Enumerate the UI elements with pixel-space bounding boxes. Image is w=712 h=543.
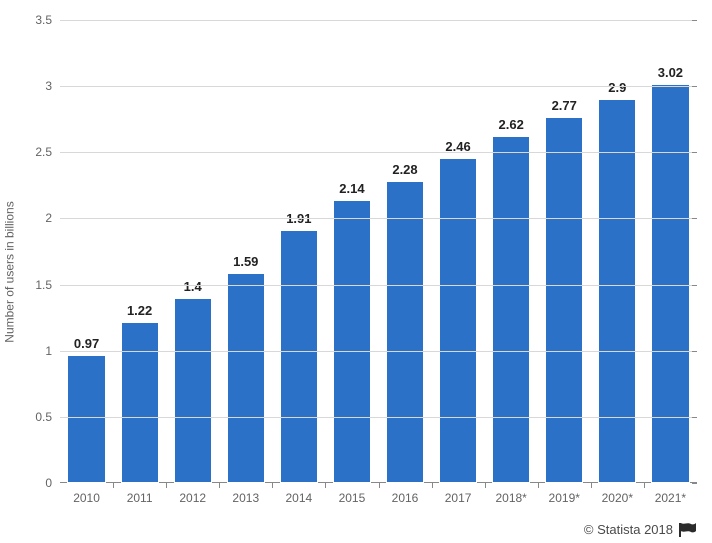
x-tick-mark bbox=[166, 483, 167, 488]
bar bbox=[174, 298, 212, 483]
y-tick-label: 2.5 bbox=[35, 145, 60, 159]
bar bbox=[280, 230, 318, 483]
bar bbox=[67, 355, 105, 483]
x-tick-mark bbox=[591, 483, 592, 488]
x-tick-mark bbox=[644, 483, 645, 488]
x-tick-mark bbox=[538, 483, 539, 488]
x-tick-mark bbox=[485, 483, 486, 488]
bar bbox=[598, 99, 636, 483]
bar bbox=[439, 158, 477, 483]
bar bbox=[227, 273, 265, 483]
x-tick-label: 2019* bbox=[538, 483, 591, 505]
bar-slot: 2.622018* bbox=[485, 20, 538, 483]
y-tick-label: 3 bbox=[45, 79, 60, 93]
bar-value-label: 2.28 bbox=[378, 162, 431, 177]
x-tick-label: 2015 bbox=[325, 483, 378, 505]
bar-slot: 2.462017 bbox=[432, 20, 485, 483]
x-tick-label: 2013 bbox=[219, 483, 272, 505]
y-tick-label: 2 bbox=[45, 211, 60, 225]
y-tick-mark bbox=[692, 285, 697, 286]
y-tick-mark bbox=[692, 351, 697, 352]
bar-value-label: 2.62 bbox=[485, 117, 538, 132]
y-tick-mark bbox=[692, 483, 697, 484]
y-tick-mark bbox=[692, 20, 697, 21]
bar bbox=[386, 181, 424, 483]
bars-group: 0.9720101.2220111.420121.5920131.9120142… bbox=[60, 20, 697, 483]
bar-value-label: 2.77 bbox=[538, 98, 591, 113]
plot-area: 0.9720101.2220111.420121.5920131.9120142… bbox=[60, 20, 697, 483]
y-tick-label: 3.5 bbox=[35, 13, 60, 27]
attribution: © Statista 2018 bbox=[584, 522, 697, 537]
y-tick-mark bbox=[692, 417, 697, 418]
bar-slot: 2.282016 bbox=[378, 20, 431, 483]
x-tick-label: 2021* bbox=[644, 483, 697, 505]
x-tick-label: 2020* bbox=[591, 483, 644, 505]
bar bbox=[545, 117, 583, 483]
chart-container: Number of users in billions 0.9720101.22… bbox=[0, 0, 712, 543]
y-tick-mark bbox=[692, 152, 697, 153]
bar-value-label: 2.14 bbox=[325, 181, 378, 196]
x-tick-mark bbox=[379, 483, 380, 488]
bar-slot: 3.022021* bbox=[644, 20, 697, 483]
x-tick-label: 2010 bbox=[60, 483, 113, 505]
y-axis-title: Number of users in billions bbox=[0, 0, 20, 543]
x-tick-mark bbox=[113, 483, 114, 488]
x-tick-mark bbox=[432, 483, 433, 488]
flag-icon bbox=[679, 523, 697, 537]
y-tick-label: 1 bbox=[45, 344, 60, 358]
y-tick-label: 0 bbox=[45, 476, 60, 490]
y-tick-mark bbox=[692, 86, 697, 87]
bar-value-label: 1.91 bbox=[272, 211, 325, 226]
y-tick-label: 0.5 bbox=[35, 410, 60, 424]
bar-value-label: 1.4 bbox=[166, 279, 219, 294]
x-tick-label: 2018* bbox=[485, 483, 538, 505]
x-tick-mark bbox=[219, 483, 220, 488]
x-tick-label: 2016 bbox=[378, 483, 431, 505]
y-tick-mark bbox=[692, 218, 697, 219]
bar-value-label: 1.59 bbox=[219, 254, 272, 269]
bar-slot: 2.142015 bbox=[325, 20, 378, 483]
bar-value-label: 0.97 bbox=[60, 336, 113, 351]
x-tick-label: 2011 bbox=[113, 483, 166, 505]
bar-value-label: 2.9 bbox=[591, 80, 644, 95]
attribution-text: © Statista 2018 bbox=[584, 522, 673, 537]
bar-slot: 2.92020* bbox=[591, 20, 644, 483]
bar-slot: 2.772019* bbox=[538, 20, 591, 483]
bar-slot: 1.592013 bbox=[219, 20, 272, 483]
bar-value-label: 3.02 bbox=[644, 65, 697, 80]
y-axis-title-text: Number of users in billions bbox=[3, 201, 17, 342]
x-tick-mark bbox=[272, 483, 273, 488]
bar-slot: 1.912014 bbox=[272, 20, 325, 483]
bar-slot: 1.42012 bbox=[166, 20, 219, 483]
x-tick-label: 2012 bbox=[166, 483, 219, 505]
bar bbox=[121, 322, 159, 483]
x-tick-mark bbox=[325, 483, 326, 488]
bar bbox=[492, 136, 530, 483]
bar bbox=[651, 84, 689, 484]
x-tick-label: 2017 bbox=[432, 483, 485, 505]
y-tick-label: 1.5 bbox=[35, 278, 60, 292]
bar-value-label: 2.46 bbox=[432, 139, 485, 154]
bar-slot: 1.222011 bbox=[113, 20, 166, 483]
bar-value-label: 1.22 bbox=[113, 303, 166, 318]
bar bbox=[333, 200, 371, 483]
bar-slot: 0.972010 bbox=[60, 20, 113, 483]
x-tick-label: 2014 bbox=[272, 483, 325, 505]
